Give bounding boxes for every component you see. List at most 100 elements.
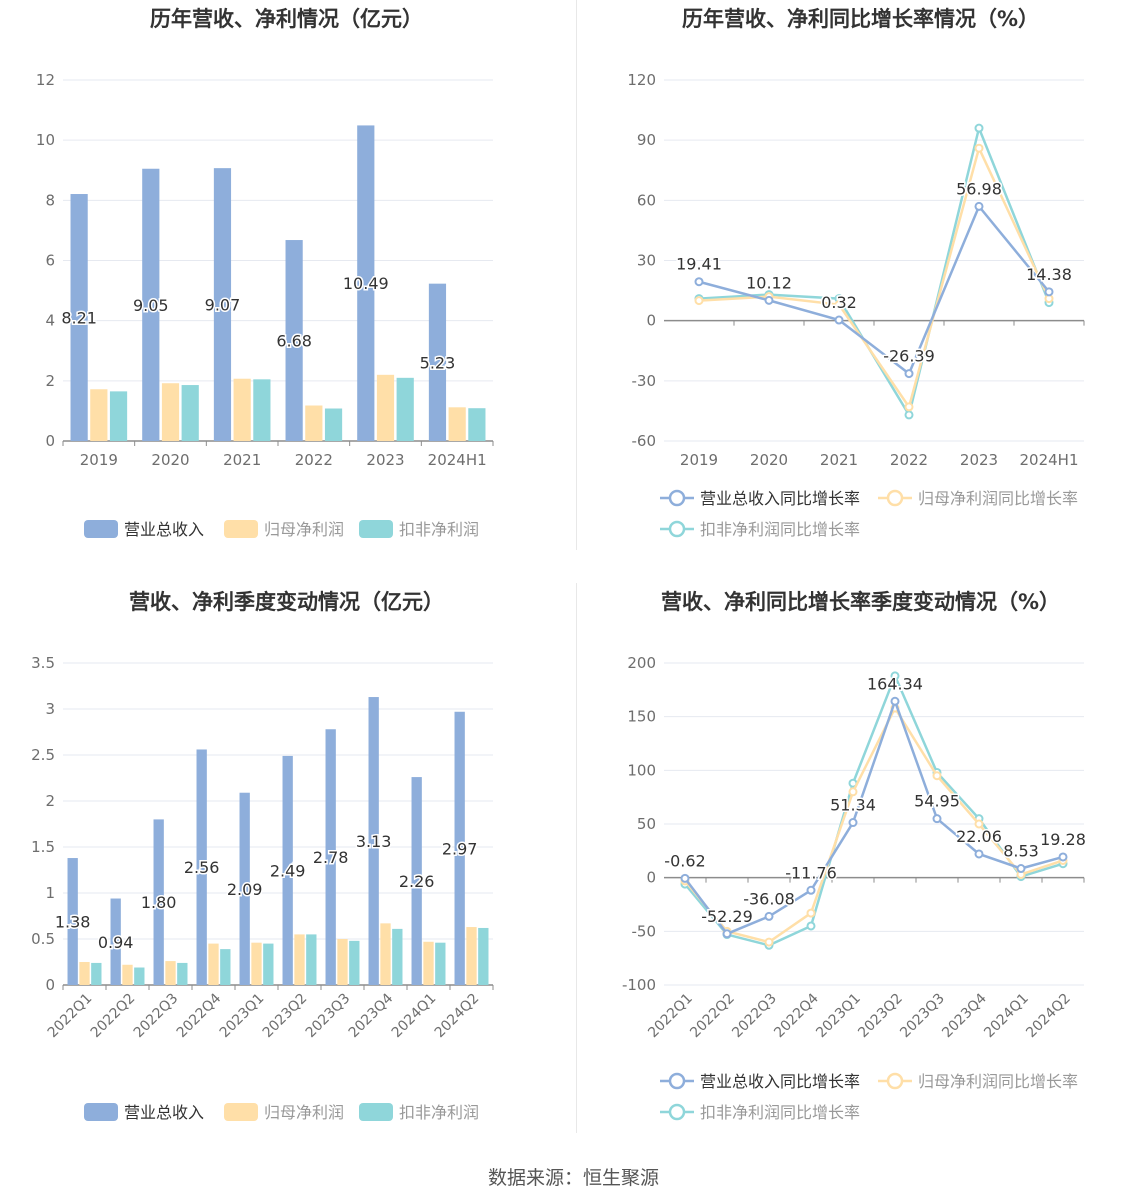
line-value-label: 54.95 — [914, 792, 960, 811]
line-point-series-1 — [1044, 287, 1054, 297]
bar-value-label: 8.21 — [61, 309, 97, 328]
legend-marker-2 — [886, 489, 904, 507]
legend-label: 扣非净利润 — [399, 1103, 479, 1122]
x-tick-label: 2022Q3 — [131, 991, 182, 1042]
data-source-note: 数据来源：恒生聚源 — [487, 1167, 659, 1189]
legend-swatch-3 — [359, 1103, 393, 1121]
bar-series-3 — [253, 379, 271, 441]
legend-label: 扣非净利润同比增长率 — [700, 520, 860, 539]
line-value-label: 19.41 — [676, 255, 722, 274]
line-point-series-1 — [1016, 864, 1026, 874]
line-point-series-2 — [848, 787, 858, 797]
legend-marker-3 — [668, 520, 686, 538]
bar-series-3 — [91, 962, 102, 985]
line-point-series-1 — [974, 201, 984, 211]
y-tick-label: 90 — [637, 131, 656, 149]
bar-value-label: 0.94 — [98, 933, 134, 952]
bar-series-1 — [142, 168, 160, 441]
line-point-series-3 — [904, 410, 914, 420]
annual-growth-rate-chart: 历年营收、净利同比增长率情况（%） -60 -30 0 30 60 90 120 2019 202… — [574, 0, 1147, 570]
bar-series-2 — [165, 961, 176, 985]
chart-svg: 营收、净利同比增长率季度变动情况（%） -100 -50 0 50 100 150 200 20… — [622, 590, 1087, 1122]
legend-label: 扣非净利润 — [399, 520, 479, 539]
legend-label: 归母净利润 — [264, 1103, 344, 1122]
chart-title: 营收、净利季度变动情况（亿元） — [129, 590, 444, 614]
line-point-series-2 — [834, 300, 844, 310]
line-value-label: 14.38 — [1026, 265, 1072, 284]
line-value-label: 51.34 — [830, 796, 876, 815]
bar-value-label: 5.23 — [420, 353, 456, 372]
y-tick-label: 3.5 — [31, 654, 55, 672]
line-point-series-1 — [932, 814, 942, 824]
x-tick-label: 2022Q2 — [88, 991, 139, 1042]
bar-value-label: 2.97 — [442, 839, 478, 858]
line-point-series-2 — [932, 771, 942, 781]
x-tick-label: 2024H1 — [428, 451, 487, 469]
line-point-series-2 — [764, 937, 774, 947]
y-tick-label: -30 — [632, 372, 657, 390]
bar-value-label: 2.78 — [313, 848, 349, 867]
y-tick-label: 4 — [45, 312, 55, 330]
x-tick-label: 2024H1 — [1020, 451, 1079, 469]
y-tick-label: 0.5 — [31, 930, 55, 948]
line-value-label: 10.12 — [746, 273, 792, 292]
line-point-series-2 — [974, 143, 984, 153]
bar-value-label: 2.26 — [399, 872, 435, 891]
x-tick-label: 2019 — [680, 451, 718, 469]
bar-value-label: 2.56 — [184, 858, 220, 877]
x-tick-label: 2023Q2 — [260, 991, 311, 1042]
x-tick-label: 2019 — [80, 451, 118, 469]
line-point-series-1 — [680, 873, 690, 883]
line-point-series-3 — [806, 921, 816, 931]
x-tick-label: 2023 — [960, 451, 998, 469]
line-point-series-2 — [974, 819, 984, 829]
x-tick-label: 2023Q3 — [897, 991, 948, 1042]
bar-series-2 — [294, 934, 305, 985]
chart-title: 营收、净利同比增长率季度变动情况（%） — [661, 590, 1060, 614]
bar-value-label: 9.07 — [205, 296, 241, 315]
bar-series-1 — [411, 777, 422, 985]
bar-series-3 — [263, 943, 274, 985]
chart-title: 历年营收、净利情况（亿元） — [150, 7, 423, 31]
y-tick-label: 200 — [627, 654, 656, 672]
x-tick-label: 2022Q4 — [771, 990, 822, 1041]
bar-series-2 — [448, 407, 466, 441]
bar-series-3 — [396, 377, 414, 441]
y-tick-label: -60 — [632, 432, 657, 450]
line-value-label: 19.28 — [1040, 830, 1086, 849]
bar-series-1 — [368, 697, 379, 985]
bar-series-3 — [435, 942, 446, 985]
bar-series-3 — [349, 940, 360, 985]
x-tick-label: 2021 — [820, 451, 858, 469]
line-point-series-2 — [806, 908, 816, 918]
y-tick-label: 6 — [45, 252, 55, 270]
bar-series-2 — [90, 389, 108, 441]
bar-series-1 — [325, 729, 336, 985]
y-tick-label: 0 — [45, 976, 55, 994]
bar-value-label: 9.05 — [133, 296, 169, 315]
bar-series-2 — [305, 405, 323, 441]
x-tick-label: 2022Q1 — [645, 991, 696, 1042]
legend-swatch-3 — [359, 520, 393, 538]
y-tick-label: 0 — [45, 432, 55, 450]
line-value-label: -52.29 — [701, 907, 753, 926]
y-tick-label: 8 — [45, 191, 55, 209]
y-tick-label: 10 — [36, 131, 55, 149]
bar-value-label: 6.68 — [276, 332, 312, 351]
y-tick-label: 120 — [627, 71, 656, 89]
line-point-series-3 — [974, 123, 984, 133]
bar-value-label: 10.49 — [343, 274, 389, 293]
legend-marker-2 — [886, 1072, 904, 1090]
line-value-label: 8.53 — [1003, 842, 1039, 861]
y-tick-label: 0 — [646, 312, 656, 330]
x-tick-label: 2023Q4 — [346, 990, 397, 1041]
bar-series-2 — [79, 962, 90, 985]
chart-svg: 历年营收、净利同比增长率情况（%） -60 -30 0 30 60 90 120 2019 202… — [627, 7, 1085, 539]
bar-series-3 — [177, 962, 188, 985]
x-tick-label: 2022 — [890, 451, 928, 469]
line-value-label: 56.98 — [956, 179, 1002, 198]
x-tick-label: 2024Q2 — [1023, 991, 1074, 1042]
legend-label: 扣非净利润同比增长率 — [700, 1103, 860, 1122]
legend-swatch-1 — [84, 520, 118, 538]
line-series-2 — [684, 705, 1064, 944]
